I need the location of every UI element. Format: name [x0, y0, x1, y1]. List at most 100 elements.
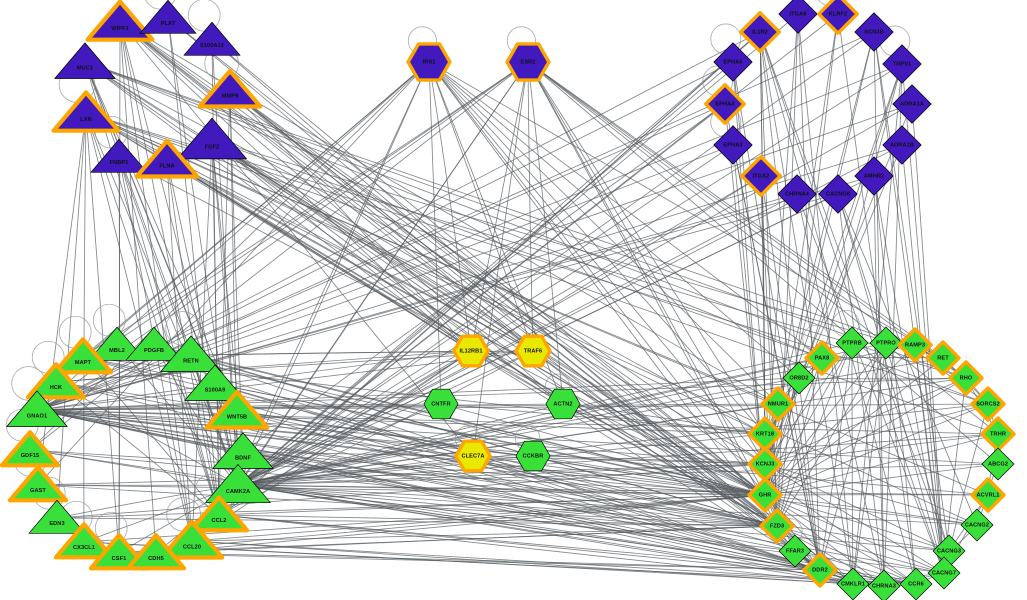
graph-node-clec7a[interactable] — [454, 439, 492, 473]
graph-edge — [218, 514, 854, 585]
graph-node-il1r2[interactable] — [739, 11, 781, 53]
graph-node-cdh5[interactable] — [125, 533, 187, 571]
graph-node-epha3[interactable] — [713, 125, 753, 165]
graph-node-abcg2[interactable] — [981, 447, 1015, 481]
graph-node-cx3cl1[interactable] — [53, 522, 115, 560]
graph-node-pdgfb[interactable] — [125, 326, 183, 361]
graph-node-ramp3[interactable] — [897, 327, 933, 363]
graph-node-edn3[interactable] — [28, 499, 86, 534]
graph-node-ddr2[interactable] — [802, 552, 838, 588]
graph-node-cntfr[interactable] — [423, 388, 459, 420]
graph-edge — [36, 409, 950, 552]
graph-node-itga2[interactable] — [740, 155, 782, 197]
graph-node-nmur1[interactable] — [760, 386, 796, 422]
graph-node-chrna3[interactable] — [867, 569, 901, 600]
graph-node-fgf2[interactable] — [177, 117, 247, 160]
graph-node-epha5[interactable] — [713, 42, 753, 82]
graph-edge — [218, 514, 821, 571]
graph-node-s100a12[interactable] — [183, 21, 241, 56]
graph-node-muc1[interactable] — [54, 42, 116, 79]
graph-node-mmp9[interactable] — [197, 68, 263, 109]
graph-edge — [764, 144, 903, 465]
graph-edge — [527, 61, 766, 465]
graph-edge — [237, 377, 967, 486]
graph-node-amhr2[interactable] — [854, 156, 894, 196]
graph-node-ret[interactable] — [925, 340, 961, 376]
graph-node-ccr6[interactable] — [899, 567, 933, 600]
graph-edge — [211, 139, 944, 359]
graph-node-lxn[interactable] — [51, 90, 121, 133]
graph-edge — [242, 451, 766, 465]
graph-edge — [796, 193, 885, 587]
graph-edge — [29, 449, 766, 496]
graph-node-fzd3[interactable] — [759, 508, 795, 544]
graph-node-s100a9[interactable] — [184, 364, 246, 401]
graph-node-camk2a[interactable] — [205, 464, 271, 504]
graph-node-mbl2[interactable] — [88, 326, 146, 361]
graph-edge — [229, 89, 534, 352]
graph-node-trhr[interactable] — [980, 416, 1016, 452]
graph-node-trpv1[interactable] — [882, 44, 922, 84]
graph-node-retn[interactable] — [160, 335, 222, 372]
graph-node-ptpro[interactable] — [869, 326, 903, 360]
graph-node-wipf1[interactable] — [85, 0, 155, 42]
graph-edge — [36, 403, 779, 411]
graph-node-ffar3[interactable] — [778, 534, 812, 568]
graph-node-hck[interactable] — [25, 362, 87, 400]
graph-node-plat[interactable] — [139, 0, 197, 34]
graph-edge — [764, 344, 916, 496]
graph-node-actn2[interactable] — [545, 388, 581, 420]
graph-edge — [236, 410, 778, 527]
graph-edge — [242, 451, 821, 571]
graph-edge — [29, 449, 821, 571]
graph-edge — [819, 342, 853, 571]
graph-node-ccl2[interactable] — [188, 495, 250, 533]
graph-edge — [36, 193, 839, 411]
graph-node-gnao1[interactable] — [6, 390, 68, 427]
graph-node-klrf2[interactable] — [817, 0, 859, 35]
graph-node-ptprb[interactable] — [835, 326, 869, 360]
graph-node-itga8[interactable] — [778, 0, 818, 34]
graph-edge — [873, 31, 945, 574]
graph-edge — [732, 144, 821, 571]
graph-node-ccl20[interactable] — [159, 519, 225, 560]
graph-node-pax8[interactable] — [804, 340, 840, 376]
graph-node-ghr[interactable] — [747, 477, 783, 513]
graph-node-wnt5b[interactable] — [204, 389, 270, 430]
graph-node-chrna4[interactable] — [777, 174, 817, 214]
graph-node-il12rb1[interactable] — [452, 334, 490, 368]
graph-node-adra1a[interactable] — [892, 84, 932, 124]
graph-node-flna[interactable] — [134, 138, 200, 179]
graph-node-acvrl1[interactable] — [970, 477, 1006, 513]
graph-node-cmklr1[interactable] — [836, 567, 870, 600]
graph-edge — [764, 342, 853, 496]
graph-edge — [764, 63, 903, 496]
graph-node-sorcs2[interactable] — [970, 386, 1006, 422]
graph-node-esr2[interactable] — [505, 42, 551, 82]
graph-node-adra1b[interactable] — [882, 125, 922, 165]
graph-edge — [837, 193, 978, 526]
graph-edge — [211, 139, 534, 352]
graph-node-fnbp1[interactable] — [90, 138, 148, 173]
graph-edge — [764, 494, 950, 552]
graph-node-epha4[interactable] — [704, 83, 746, 125]
graph-node-mapt[interactable] — [52, 337, 114, 375]
graph-node-scn3b[interactable] — [854, 12, 894, 52]
graph-node-traf6[interactable] — [514, 334, 552, 368]
graph-node-cacng7[interactable] — [927, 556, 961, 590]
graph-node-or8d2[interactable] — [782, 361, 816, 395]
graph-node-gast[interactable] — [7, 465, 69, 503]
graph-node-bdnf[interactable] — [212, 432, 274, 469]
graph-node-cacng8[interactable] — [818, 174, 858, 214]
graph-edge — [237, 484, 989, 496]
graph-node-rho[interactable] — [948, 360, 984, 396]
graph-edge — [237, 463, 999, 486]
graph-node-gdf15[interactable] — [0, 430, 61, 468]
graph-node-cckbr[interactable] — [515, 440, 551, 472]
graph-node-cacng2[interactable] — [960, 508, 994, 542]
graph-edge — [85, 112, 120, 554]
graph-node-irs1[interactable] — [406, 42, 452, 82]
